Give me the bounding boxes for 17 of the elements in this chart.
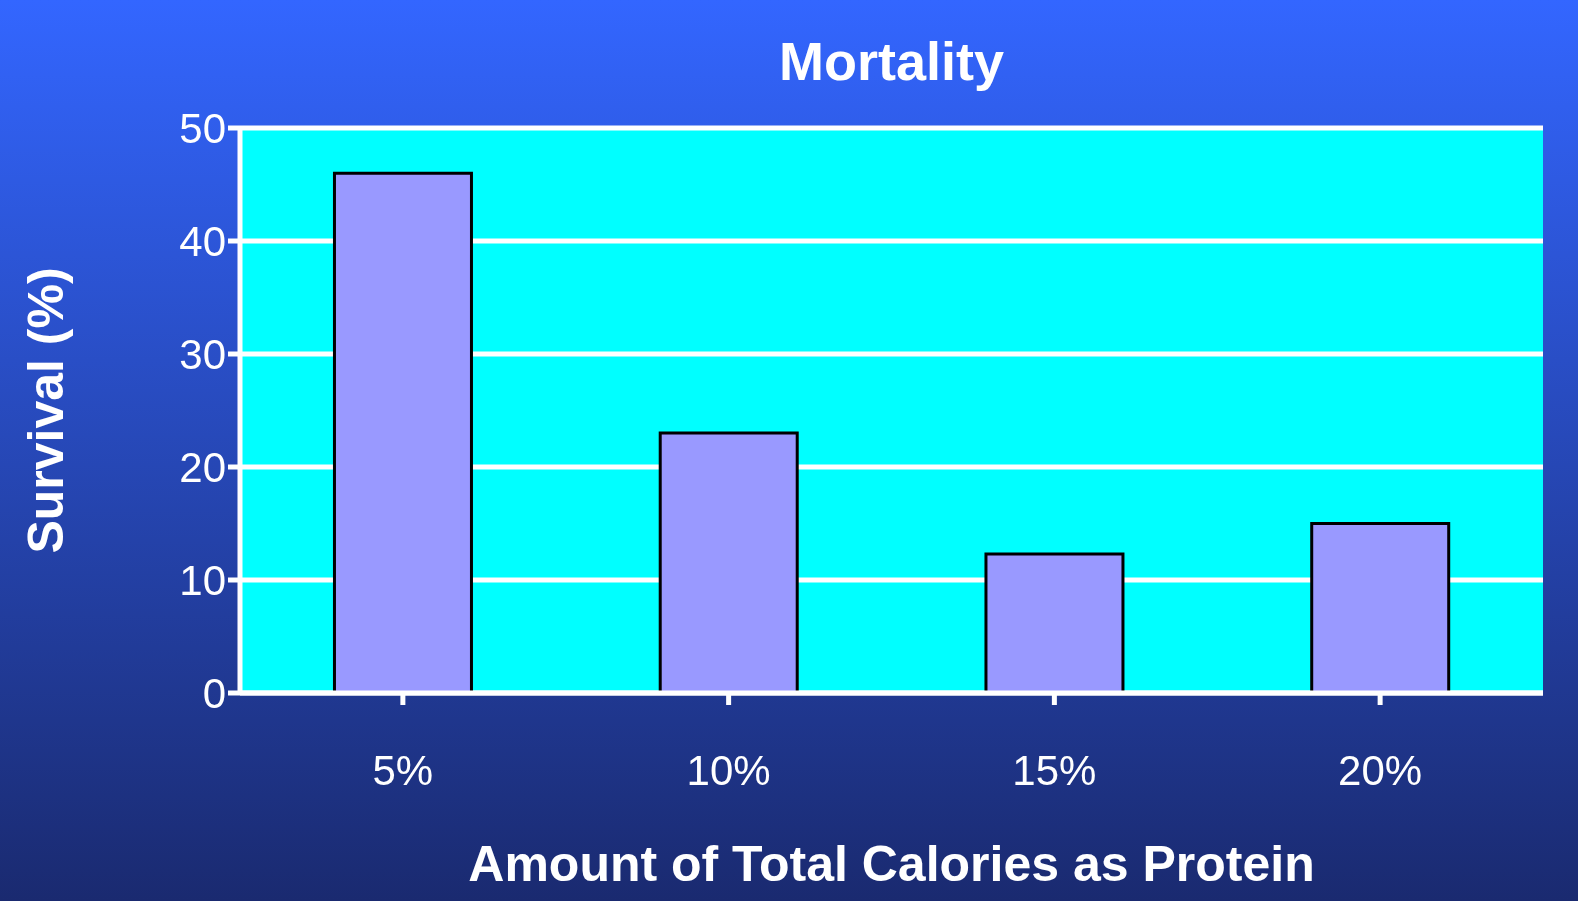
- y-tick-label: 40: [179, 217, 226, 265]
- chart-title: Mortality: [778, 30, 1005, 92]
- bar: [1310, 522, 1451, 693]
- y-tick-label: 50: [179, 104, 226, 152]
- y-tick-label: 20: [179, 443, 226, 491]
- bar: [332, 171, 473, 693]
- x-tick-label: 10%: [686, 746, 771, 794]
- x-tick-label: 15%: [1012, 746, 1097, 794]
- y-tick-label: 0: [202, 669, 226, 717]
- x-tick-label: 20%: [1338, 746, 1423, 794]
- x-axis-title: Amount of Total Calories as Protein: [468, 836, 1315, 892]
- y-axis-title: Survival (%): [17, 267, 74, 554]
- x-tick-label: 5%: [372, 746, 434, 794]
- y-tick-label: 30: [179, 330, 226, 378]
- bar: [984, 552, 1125, 693]
- y-tick-label: 10: [179, 556, 226, 604]
- bar: [658, 431, 799, 693]
